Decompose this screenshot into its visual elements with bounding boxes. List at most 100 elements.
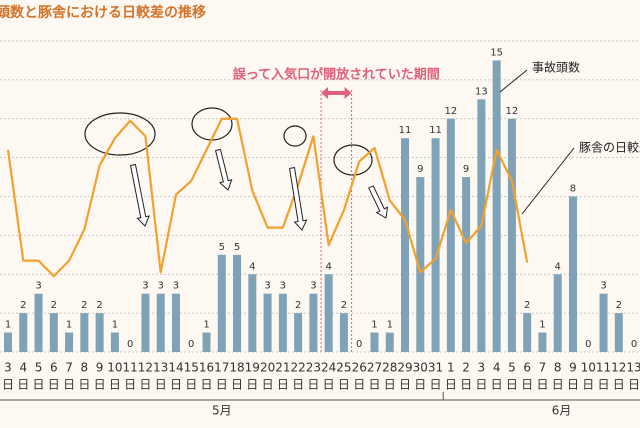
x-tick-label: 15 <box>184 361 199 375</box>
value-label: 2 <box>524 300 530 311</box>
callout-line <box>499 69 528 93</box>
value-label: 2 <box>51 300 57 311</box>
bar <box>309 293 318 352</box>
bar <box>462 177 471 352</box>
x-tick-unit: 日 <box>323 378 335 392</box>
x-tick-unit: 日 <box>552 378 564 392</box>
value-label: 3 <box>158 281 164 292</box>
x-tick-unit: 日 <box>170 378 182 392</box>
x-tick-label: 4 <box>19 361 27 375</box>
bar <box>34 293 43 352</box>
bar <box>156 293 165 352</box>
x-tick-label: 7 <box>539 361 547 375</box>
bar <box>95 313 104 352</box>
x-tick-unit: 日 <box>460 378 472 392</box>
x-tick-label: 16 <box>199 361 214 375</box>
bar <box>416 177 425 352</box>
x-tick-label: 24 <box>321 361 336 375</box>
x-tick-label: 13 <box>626 361 640 375</box>
x-tick-unit: 日 <box>292 378 304 392</box>
x-tick-unit: 日 <box>201 378 213 392</box>
bar <box>294 313 303 352</box>
x-tick-label: 31 <box>428 361 443 375</box>
value-label: 15 <box>490 47 503 58</box>
x-tick-unit: 日 <box>231 378 243 392</box>
bar <box>49 313 58 352</box>
bar <box>492 60 501 352</box>
series-label: 豚舎の日較差 <box>579 140 640 155</box>
bar <box>431 138 440 352</box>
x-tick-label: 21 <box>275 361 290 375</box>
bar <box>233 254 242 352</box>
chart-title: 頭数と豚舎における日較差の推移 <box>0 4 206 21</box>
x-tick-label: 3 <box>4 361 12 375</box>
x-tick-unit: 日 <box>430 378 442 392</box>
series-label: 事故頭数 <box>532 60 580 75</box>
value-label: 3 <box>600 281 606 292</box>
bar <box>202 332 211 352</box>
x-tick-label: 12 <box>611 361 626 375</box>
x-tick-unit: 日 <box>155 378 167 392</box>
bar <box>4 332 12 352</box>
value-label: 4 <box>555 261 561 272</box>
bar <box>278 293 287 352</box>
x-tick-unit: 日 <box>109 378 121 392</box>
x-tick-unit: 日 <box>613 378 625 392</box>
month-label: 6月 <box>552 404 572 418</box>
value-label: 12 <box>444 106 457 117</box>
x-tick-unit: 日 <box>384 378 396 392</box>
bar <box>110 332 119 352</box>
value-label: 9 <box>417 164 423 175</box>
bar <box>599 293 608 352</box>
bar <box>171 293 180 352</box>
value-label: 0 <box>356 339 362 350</box>
value-label: 2 <box>81 300 87 311</box>
x-tick-label: 11 <box>123 361 138 375</box>
value-label: 11 <box>429 125 442 136</box>
x-tick-unit: 日 <box>185 378 197 392</box>
value-label: 0 <box>188 339 194 350</box>
value-label: 2 <box>20 300 26 311</box>
trend-arrow <box>288 167 308 231</box>
x-tick-label: 10 <box>581 361 596 375</box>
x-tick-unit: 日 <box>506 378 518 392</box>
value-label: 1 <box>112 320 118 331</box>
line <box>6 117 529 278</box>
x-tick-unit: 日 <box>567 378 579 392</box>
x-tick-label: 20 <box>260 361 275 375</box>
bar <box>263 293 272 352</box>
x-tick-unit: 日 <box>414 378 426 392</box>
value-label: 12 <box>506 106 519 117</box>
value-label: 3 <box>173 281 179 292</box>
value-label: 11 <box>399 125 412 136</box>
value-label: 5 <box>219 242 225 253</box>
x-tick-unit: 日 <box>33 378 45 392</box>
bar <box>339 313 348 352</box>
x-tick-unit: 日 <box>277 378 289 392</box>
value-label: 9 <box>463 164 469 175</box>
x-tick-unit: 日 <box>94 378 106 392</box>
bar <box>538 332 547 352</box>
x-tick-unit: 日 <box>17 378 29 392</box>
x-tick-unit: 日 <box>63 378 75 392</box>
x-tick-unit: 日 <box>307 378 319 392</box>
bar <box>324 274 333 352</box>
x-tick-label: 26 <box>352 361 367 375</box>
x-tick-unit: 日 <box>124 378 136 392</box>
value-label: 1 <box>539 320 545 331</box>
x-tick-label: 23 <box>306 361 321 375</box>
x-tick-label: 30 <box>413 361 428 375</box>
x-tick-unit: 日 <box>139 378 151 392</box>
bar <box>385 332 394 352</box>
x-tick-label: 17 <box>214 361 229 375</box>
bar <box>553 274 562 352</box>
value-label: 3 <box>264 281 270 292</box>
x-tick-unit: 日 <box>491 378 503 392</box>
value-label: 0 <box>585 339 591 350</box>
bar <box>370 332 379 352</box>
x-tick-label: 27 <box>367 361 382 375</box>
x-tick-label: 2 <box>462 361 470 375</box>
x-tick-label: 13 <box>153 361 168 375</box>
x-tick-label: 5 <box>508 361 516 375</box>
